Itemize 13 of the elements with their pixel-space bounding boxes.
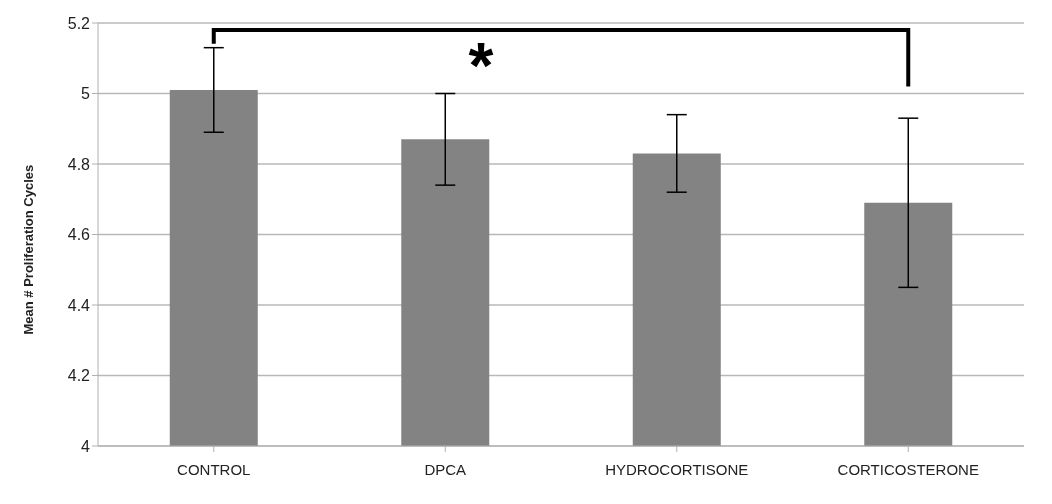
x-tick-label: CORTICOSTERONE: [837, 460, 979, 478]
y-tick-label: 5.2: [67, 14, 91, 32]
annotation: *: [468, 30, 494, 103]
y-tick-label: 4.4: [67, 296, 91, 314]
y-tick-label: 4.8: [67, 155, 91, 173]
y-axis-title: Mean # Proliferation Cycles: [20, 164, 36, 335]
y-tick-label: 4.6: [67, 226, 91, 244]
y-tick-label: 4.2: [67, 367, 91, 385]
x-tick-label: HYDROCORTISONE: [605, 460, 749, 478]
y-tick-label: 4: [81, 437, 91, 455]
x-tick-label: DPCA: [424, 460, 467, 478]
y-tick-label: 5: [81, 85, 91, 103]
x-tick-label: CONTROL: [177, 460, 251, 478]
